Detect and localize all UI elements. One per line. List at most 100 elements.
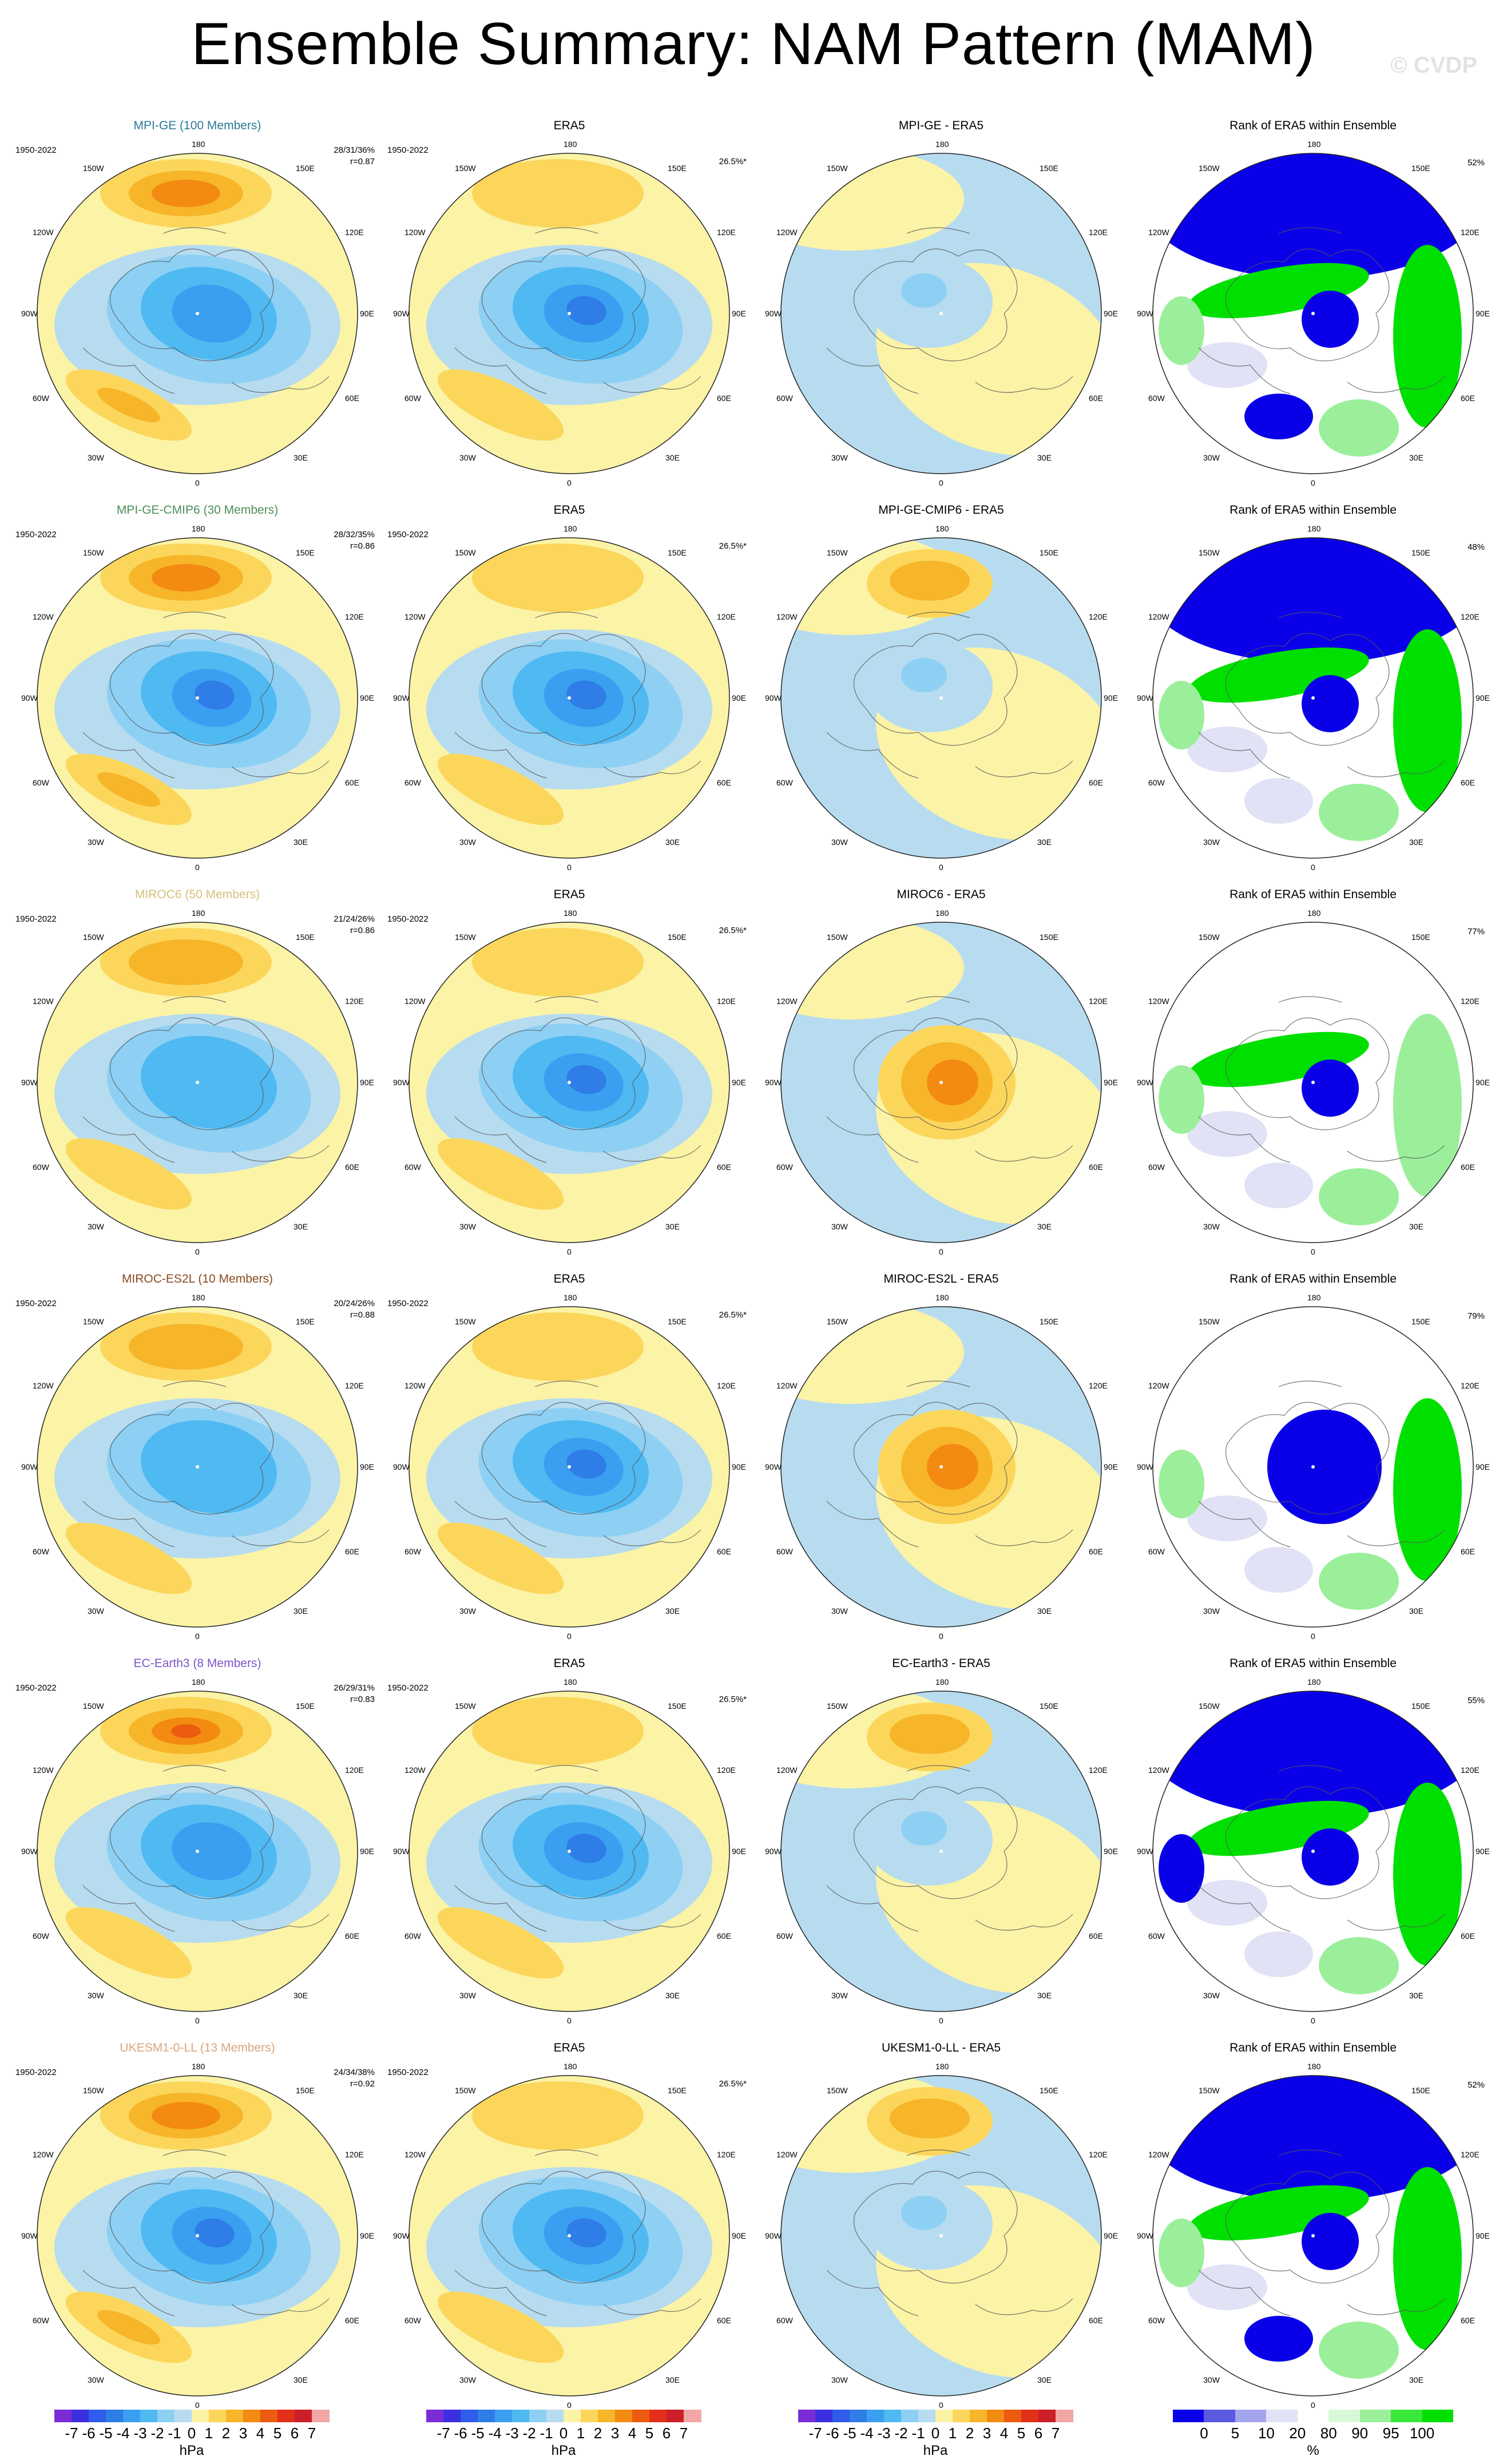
difference-panel-title: MIROC6 - ERA5	[897, 888, 986, 901]
north-pole-marker	[939, 1850, 943, 1853]
observation-panel-title: ERA5	[553, 888, 585, 901]
longitude-label-lower-left: 30W	[88, 453, 104, 462]
rank-region-high	[1393, 2167, 1462, 2350]
longitude-label-upper-left: 150W	[827, 548, 848, 557]
contour-region	[901, 1811, 947, 1846]
polar-map	[409, 1691, 730, 2012]
analysis-period: 1950-2022	[15, 1299, 57, 1308]
map-panel-rank: 180 0 150W 150E 120W 120E 90W 90E 60W 60E 30W 30E Ra…	[1130, 503, 1496, 881]
longitude-label-top: 180	[935, 1293, 949, 1302]
longitude-label-left: 90W	[765, 1847, 782, 1856]
longitude-label-top: 180	[1307, 908, 1321, 918]
longitude-label-upper-left: 150W	[827, 164, 848, 173]
model-panel-title: MIROC-ES2L (10 Members)	[121, 1272, 273, 1285]
colorbar-unit: hPa	[923, 2443, 948, 2458]
colorbar-tick-label: 5	[1017, 2425, 1026, 2442]
longitude-label-lower-left: 30W	[831, 1606, 848, 1616]
contour-region	[65, 1138, 192, 1210]
longitude-label-right: 90E	[732, 309, 746, 318]
colorbar-tick-label: -1	[911, 2425, 925, 2442]
longitude-label-mid-upper-right: 120E	[1089, 1381, 1108, 1390]
longitude-label-lower-right: 30E	[1409, 1606, 1423, 1616]
contour-region	[927, 1060, 978, 1105]
contour-region	[472, 2081, 644, 2150]
longitude-label-mid-lower-left: 60W	[776, 1162, 793, 1172]
longitude-label-upper-right: 150E	[1411, 548, 1430, 557]
coastline	[454, 612, 701, 779]
longitude-label-mid-upper-left: 120W	[33, 997, 54, 1006]
longitude-label-lower-right: 30E	[665, 1222, 680, 1231]
colorbar-swatch	[901, 2410, 919, 2422]
longitude-label-mid-upper-left: 120W	[33, 228, 54, 237]
observation-panel-title: ERA5	[553, 1657, 585, 1670]
colorbar-swatch	[512, 2410, 530, 2422]
longitude-label-lower-right: 30E	[1037, 838, 1052, 847]
polar-map	[409, 922, 730, 1243]
rank-region-high	[1319, 1553, 1399, 1610]
longitude-label-lower-left: 30W	[831, 838, 848, 847]
rank-region-high	[1159, 1450, 1204, 1518]
longitude-label-mid-upper-right: 120E	[345, 612, 364, 621]
longitude-label-upper-right: 150E	[1040, 1317, 1058, 1326]
colorbar-swatch	[1038, 2410, 1056, 2422]
longitude-label-mid-lower-right: 60E	[345, 1931, 359, 1941]
contour-region	[472, 928, 644, 997]
longitude-label-mid-lower-left: 60W	[33, 1162, 49, 1172]
map-panel-diff: 180 0 150W 150E 120W 120E 90W 90E 60W 60E 30W 30E MP…	[758, 503, 1124, 881]
north-pole-marker	[1311, 1850, 1315, 1853]
coastline	[82, 227, 330, 394]
polar-map	[1152, 2075, 1474, 2396]
rank-region-low	[1302, 291, 1359, 348]
longitude-label-lower-right: 30E	[294, 838, 308, 847]
colorbar-tick-label: -6	[826, 2425, 839, 2442]
rank-region-high	[1159, 1065, 1204, 1134]
rank-region-high	[1319, 784, 1399, 841]
longitude-label-left: 90W	[1137, 1847, 1153, 1856]
longitude-label-bottom: 0	[1311, 2400, 1315, 2410]
contour-region	[141, 1420, 277, 1514]
colorbar-tick-label: -7	[437, 2425, 450, 2442]
rank-panel-title: Rank of ERA5 within Ensemble	[1230, 503, 1397, 517]
contour-region	[437, 1138, 564, 1210]
coastline	[826, 996, 1073, 1163]
polar-map	[37, 2075, 358, 2396]
contour-region	[472, 1697, 644, 1765]
north-pole-marker	[196, 696, 199, 700]
analysis-period: 1950-2022	[387, 2068, 429, 2077]
map-boundary	[409, 922, 730, 1243]
longitude-label-mid-upper-left: 120W	[776, 1381, 798, 1390]
longitude-label-top: 180	[192, 140, 205, 149]
map-boundary	[1152, 1306, 1474, 1628]
longitude-label-right: 90E	[732, 2231, 746, 2240]
map-boundary	[780, 922, 1102, 1243]
longitude-label-upper-right: 150E	[668, 1317, 687, 1326]
longitude-label-upper-right: 150E	[668, 1701, 687, 1711]
coastline	[826, 1380, 1073, 1548]
longitude-label-left: 90W	[21, 1847, 38, 1856]
longitude-label-mid-upper-left: 120W	[33, 1765, 54, 1775]
longitude-label-mid-lower-left: 60W	[1148, 778, 1165, 787]
colorbar-tick-label: -1	[168, 2425, 181, 2442]
longitude-label-bottom: 0	[939, 478, 943, 487]
rank-region-high	[1393, 629, 1462, 812]
longitude-label-left: 90W	[1137, 693, 1153, 703]
north-pole-marker	[1311, 312, 1315, 315]
north-pole-marker	[568, 2234, 571, 2237]
longitude-label-bottom: 0	[567, 863, 572, 872]
contour-region	[152, 180, 220, 207]
polar-map	[780, 2075, 1102, 2396]
longitude-label-mid-lower-right: 60E	[1089, 1931, 1103, 1941]
colorbar-swatch	[1204, 2410, 1236, 2422]
map-boundary	[1152, 537, 1474, 859]
longitude-label-left: 90W	[393, 1462, 410, 1471]
longitude-label-lower-right: 30E	[665, 1606, 680, 1616]
coastline	[82, 612, 330, 779]
colorbar-swatch	[312, 2410, 330, 2422]
contour-region	[437, 369, 564, 441]
colorbar-tick-label: 95	[1382, 2425, 1399, 2442]
colorbar-swatch	[277, 2410, 295, 2422]
longitude-label-top: 180	[935, 908, 949, 918]
longitude-label-mid-upper-left: 120W	[404, 1381, 426, 1390]
contour-region	[566, 2218, 606, 2248]
polar-map	[780, 1691, 1102, 2012]
